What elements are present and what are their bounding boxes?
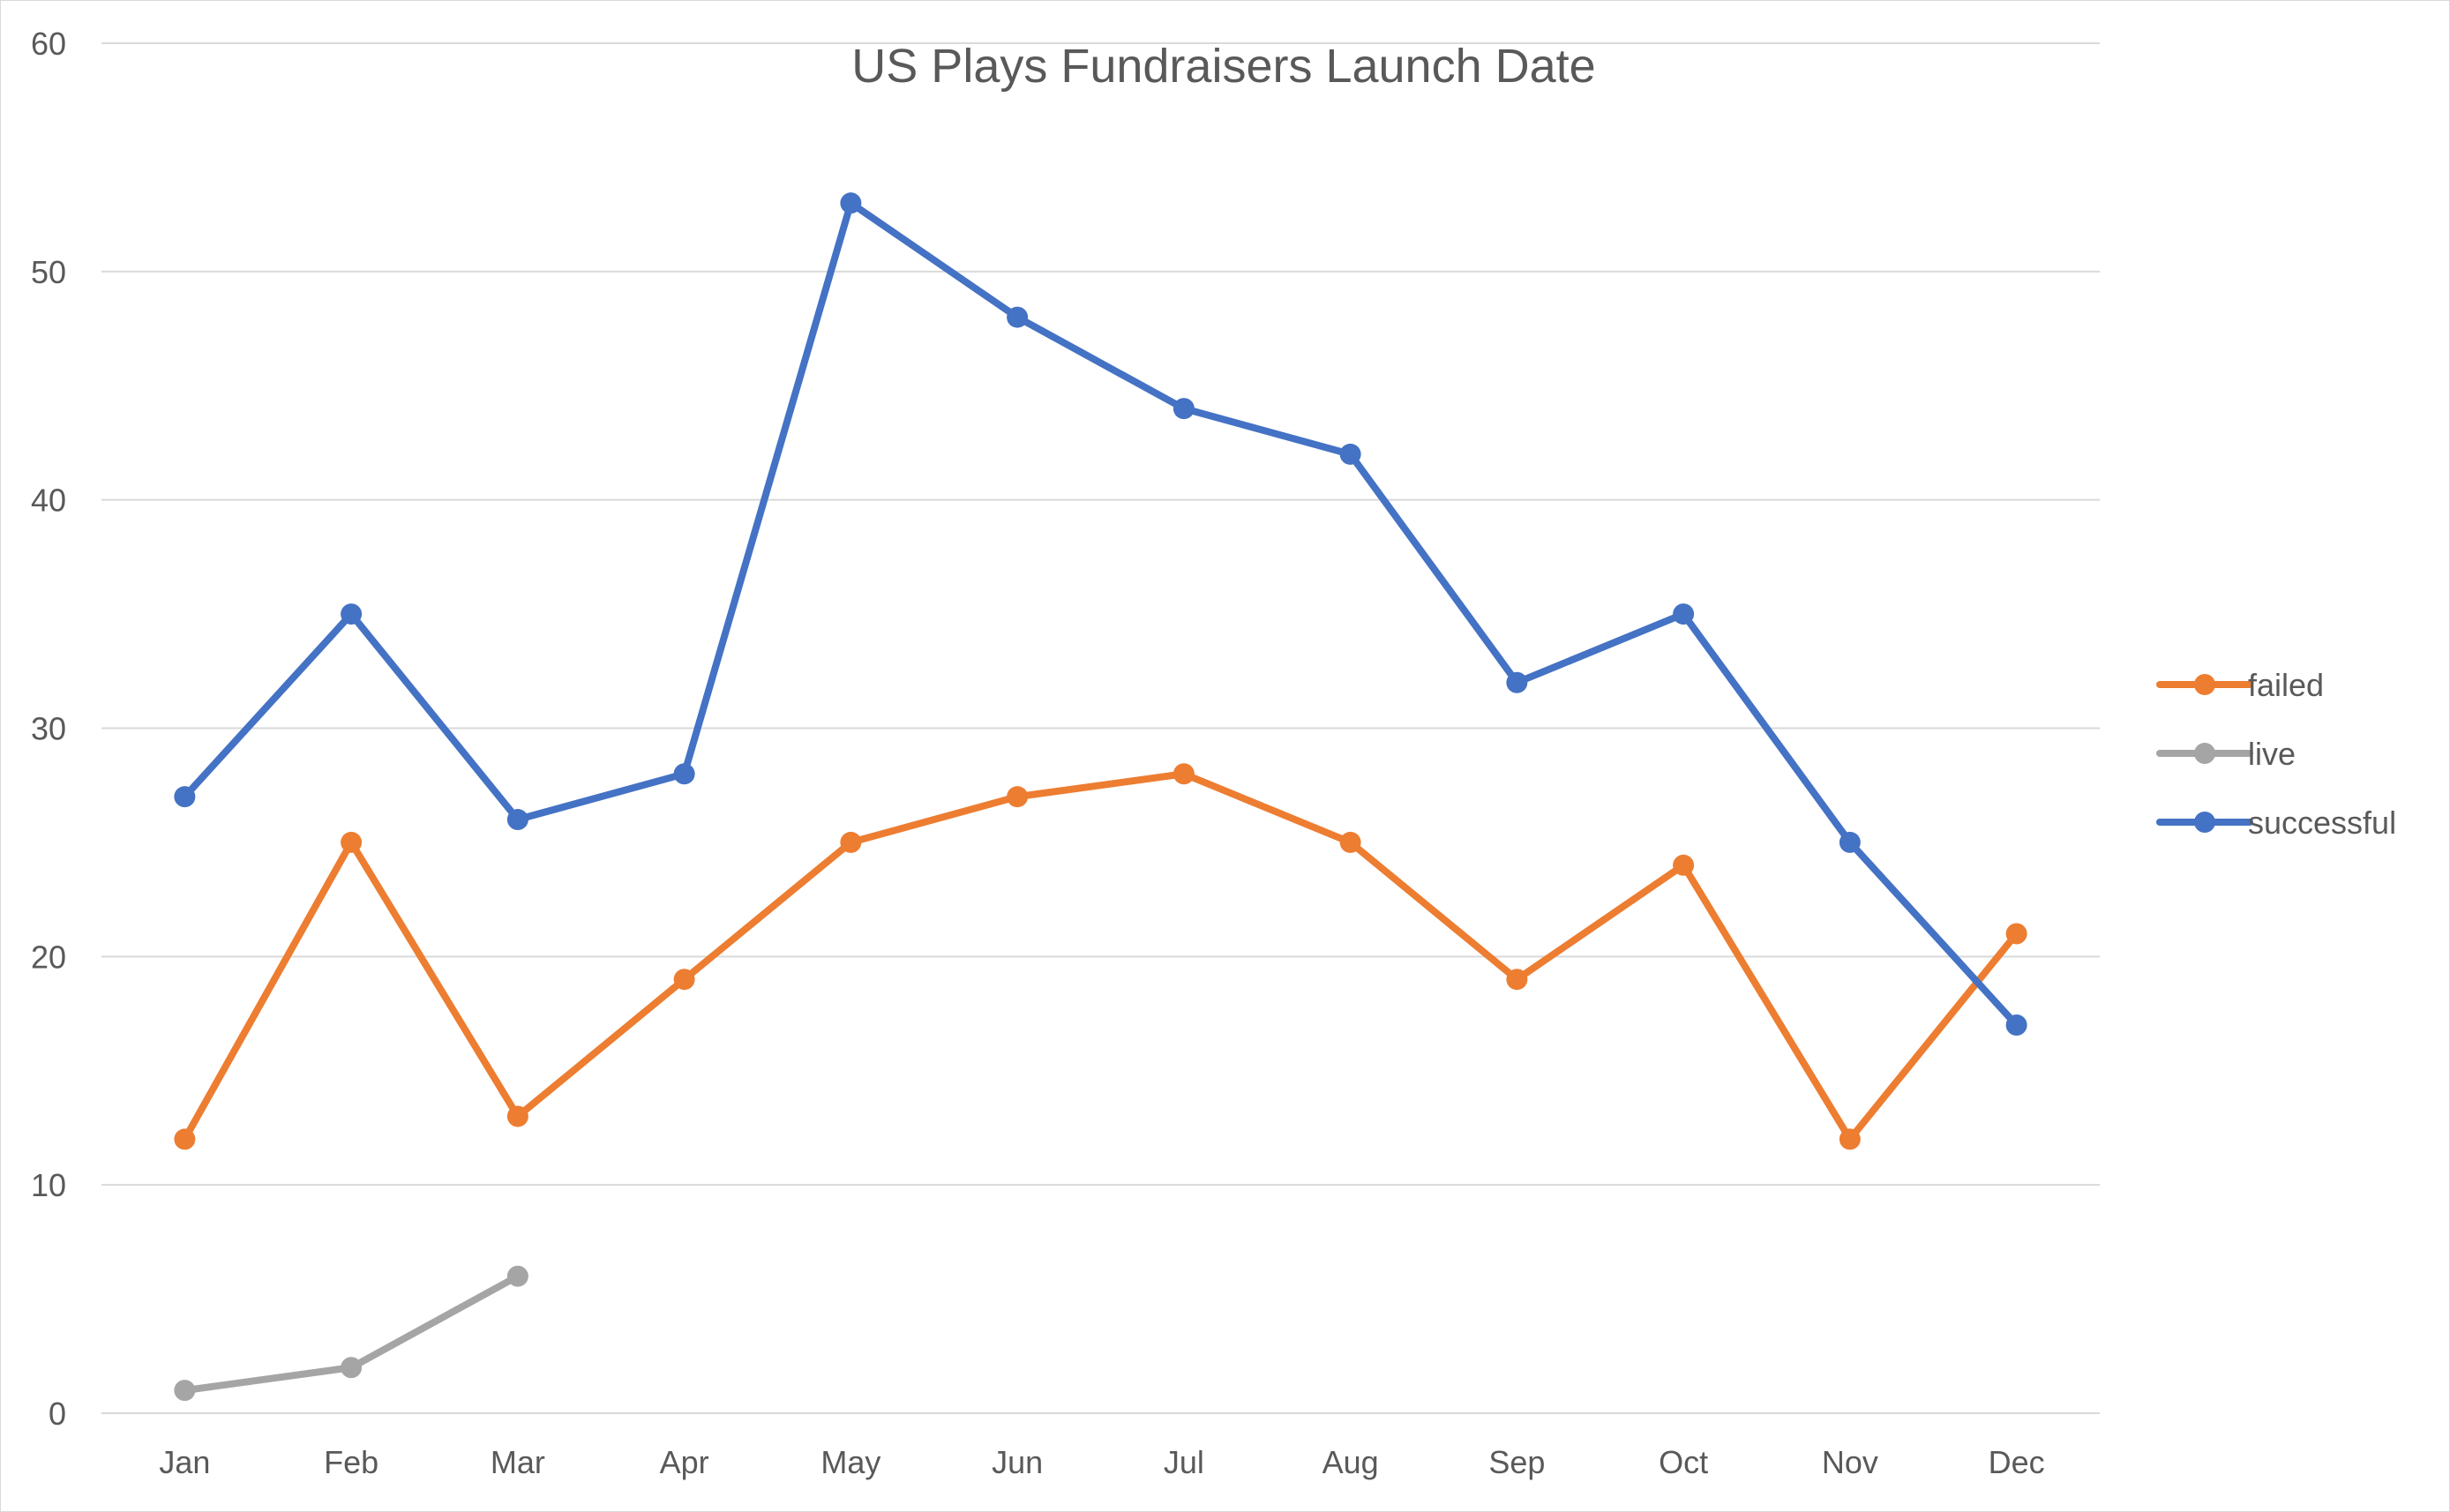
data-point-successful — [1339, 443, 1361, 465]
x-tick-label: Jun — [992, 1444, 1043, 1480]
x-axis-tick-labels: Jan Feb Mar Apr May Jun Jul Aug Sep Oct Nov Dec — [159, 1444, 2044, 1480]
data-point-successful — [673, 763, 695, 785]
y-tick-label: 50 — [31, 254, 66, 290]
data-point-failed — [1506, 969, 1528, 991]
data-point-failed — [1339, 831, 1361, 853]
y-tick-label: 20 — [31, 939, 66, 975]
data-point-failed — [1007, 786, 1029, 808]
data-point-successful — [1173, 398, 1195, 420]
x-tick-label: Feb — [324, 1444, 378, 1480]
x-tick-label: Dec — [1989, 1444, 2045, 1480]
y-tick-label: 30 — [31, 711, 66, 747]
y-tick-label: 60 — [31, 26, 66, 62]
x-tick-label: Apr — [660, 1444, 709, 1480]
legend-swatch-marker — [2194, 743, 2215, 764]
series-live — [174, 1265, 528, 1402]
series-line-failed — [181, 770, 2020, 1143]
data-point-failed — [1673, 854, 1695, 876]
data-point-failed — [2005, 923, 2027, 945]
y-axis-tick-labels: 0 10 20 30 40 50 60 — [31, 26, 66, 1432]
data-point-successful — [1506, 671, 1528, 693]
data-point-successful — [840, 192, 862, 214]
data-point-live — [506, 1265, 528, 1287]
data-point-failed — [341, 831, 363, 853]
data-point-successful — [341, 603, 363, 625]
x-tick-label: Aug — [1322, 1444, 1379, 1480]
data-point-successful — [174, 786, 196, 808]
chart-title: US Plays Fundraisers Launch Date — [851, 40, 1595, 93]
data-point-successful — [1673, 603, 1695, 625]
data-point-successful — [2005, 1014, 2027, 1036]
legend-item-failed: failed — [2156, 667, 2324, 703]
series-lines — [174, 192, 2027, 1402]
data-point-failed — [840, 831, 862, 853]
legend-label: failed — [2248, 667, 2324, 703]
data-point-failed — [1173, 763, 1195, 785]
data-point-live — [341, 1357, 363, 1379]
data-point-live — [174, 1380, 196, 1402]
data-point-failed — [174, 1128, 196, 1150]
data-point-successful — [1839, 831, 1861, 853]
x-tick-label: May — [820, 1444, 880, 1480]
legend-swatch-marker — [2194, 812, 2215, 833]
legend-item-successful: successful — [2156, 805, 2396, 841]
data-point-successful — [506, 809, 528, 831]
data-point-failed — [506, 1105, 528, 1127]
legend-swatch-marker — [2194, 674, 2215, 695]
x-tick-label: Sep — [1488, 1444, 1545, 1480]
legend-label: live — [2248, 736, 2296, 772]
data-point-successful — [1007, 306, 1029, 328]
x-tick-label: Nov — [1822, 1444, 1878, 1480]
y-tick-label: 10 — [31, 1167, 66, 1203]
series-successful — [174, 192, 2027, 1036]
y-tick-label: 0 — [49, 1396, 66, 1432]
y-tick-label: 40 — [31, 483, 66, 519]
legend: failed live successful — [2156, 667, 2396, 841]
x-tick-label: Oct — [1659, 1444, 1708, 1480]
series-failed — [174, 763, 2027, 1150]
data-point-failed — [673, 969, 695, 991]
legend-label: successful — [2248, 805, 2396, 841]
data-point-failed — [1839, 1128, 1861, 1150]
x-tick-label: Jan — [159, 1444, 210, 1480]
x-tick-label: Jul — [1164, 1444, 1204, 1480]
gridlines — [101, 42, 2100, 1414]
x-tick-label: Mar — [491, 1444, 545, 1480]
legend-item-live: live — [2156, 736, 2296, 772]
series-line-successful — [181, 199, 2020, 1029]
